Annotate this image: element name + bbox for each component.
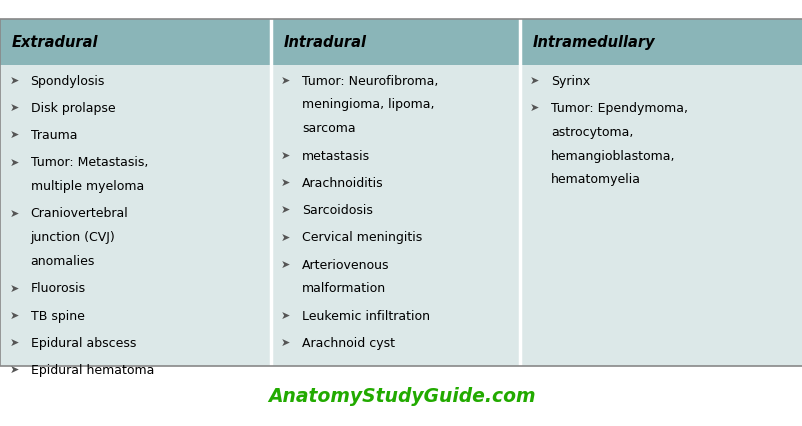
Text: Intramedullary: Intramedullary <box>532 35 654 50</box>
Text: ➤: ➤ <box>281 260 290 270</box>
Text: multiple myeloma: multiple myeloma <box>30 180 144 193</box>
Text: ➤: ➤ <box>10 76 19 86</box>
Text: ➤: ➤ <box>10 366 19 375</box>
Text: ➤: ➤ <box>281 205 290 215</box>
Text: ➤: ➤ <box>10 311 19 321</box>
Text: anomalies: anomalies <box>30 255 95 268</box>
Text: metastasis: metastasis <box>302 150 370 163</box>
Text: sarcoma: sarcoma <box>302 122 355 135</box>
Text: Cervical meningitis: Cervical meningitis <box>302 231 422 245</box>
Text: ➤: ➤ <box>529 76 539 86</box>
Bar <box>0 19 271 65</box>
Text: Spondylosis: Spondylosis <box>30 75 105 88</box>
Bar <box>0 65 802 366</box>
Text: hemangioblastoma,: hemangioblastoma, <box>550 150 674 163</box>
Text: ➤: ➤ <box>10 209 19 219</box>
Text: Trauma: Trauma <box>30 129 77 142</box>
Text: Arteriovenous: Arteriovenous <box>302 259 389 272</box>
Text: AnatomyStudyGuide.com: AnatomyStudyGuide.com <box>267 387 535 406</box>
Text: astrocytoma,: astrocytoma, <box>550 126 633 139</box>
Bar <box>271 19 520 65</box>
Text: ➤: ➤ <box>281 233 290 242</box>
Text: malformation: malformation <box>302 282 386 296</box>
Text: Syrinx: Syrinx <box>550 75 589 88</box>
Text: hematomyelia: hematomyelia <box>550 173 640 187</box>
Text: ➤: ➤ <box>10 158 19 167</box>
Text: ➤: ➤ <box>10 130 19 140</box>
Text: Epidural abscess: Epidural abscess <box>30 337 136 350</box>
Text: junction (CVJ): junction (CVJ) <box>30 231 115 245</box>
Text: ➤: ➤ <box>281 338 290 348</box>
Text: ➤: ➤ <box>281 311 290 321</box>
Text: Craniovertebral: Craniovertebral <box>30 207 128 221</box>
Text: ➤: ➤ <box>10 284 19 294</box>
Text: Tumor: Neurofibroma,: Tumor: Neurofibroma, <box>302 75 438 88</box>
Text: Intradural: Intradural <box>283 35 366 50</box>
Text: Epidural hematoma: Epidural hematoma <box>30 364 154 377</box>
Text: Arachnoid cyst: Arachnoid cyst <box>302 337 395 350</box>
Text: ➤: ➤ <box>281 151 290 161</box>
Text: ➤: ➤ <box>10 338 19 348</box>
Text: Tumor: Ependymoma,: Tumor: Ependymoma, <box>550 102 687 115</box>
Text: Arachnoiditis: Arachnoiditis <box>302 177 383 190</box>
Bar <box>520 19 802 65</box>
Text: Extradural: Extradural <box>12 35 99 50</box>
Text: Tumor: Metastasis,: Tumor: Metastasis, <box>30 156 148 170</box>
Text: ➤: ➤ <box>10 103 19 113</box>
Bar <box>0 19 802 366</box>
Text: ➤: ➤ <box>281 76 290 86</box>
Text: Leukemic infiltration: Leukemic infiltration <box>302 310 429 323</box>
Text: ➤: ➤ <box>281 178 290 188</box>
Text: Fluorosis: Fluorosis <box>30 282 86 296</box>
Text: Sarcoidosis: Sarcoidosis <box>302 204 372 217</box>
Text: Disk prolapse: Disk prolapse <box>30 102 115 115</box>
Text: ➤: ➤ <box>529 103 539 113</box>
Text: TB spine: TB spine <box>30 310 84 323</box>
Text: meningioma, lipoma,: meningioma, lipoma, <box>302 98 434 112</box>
